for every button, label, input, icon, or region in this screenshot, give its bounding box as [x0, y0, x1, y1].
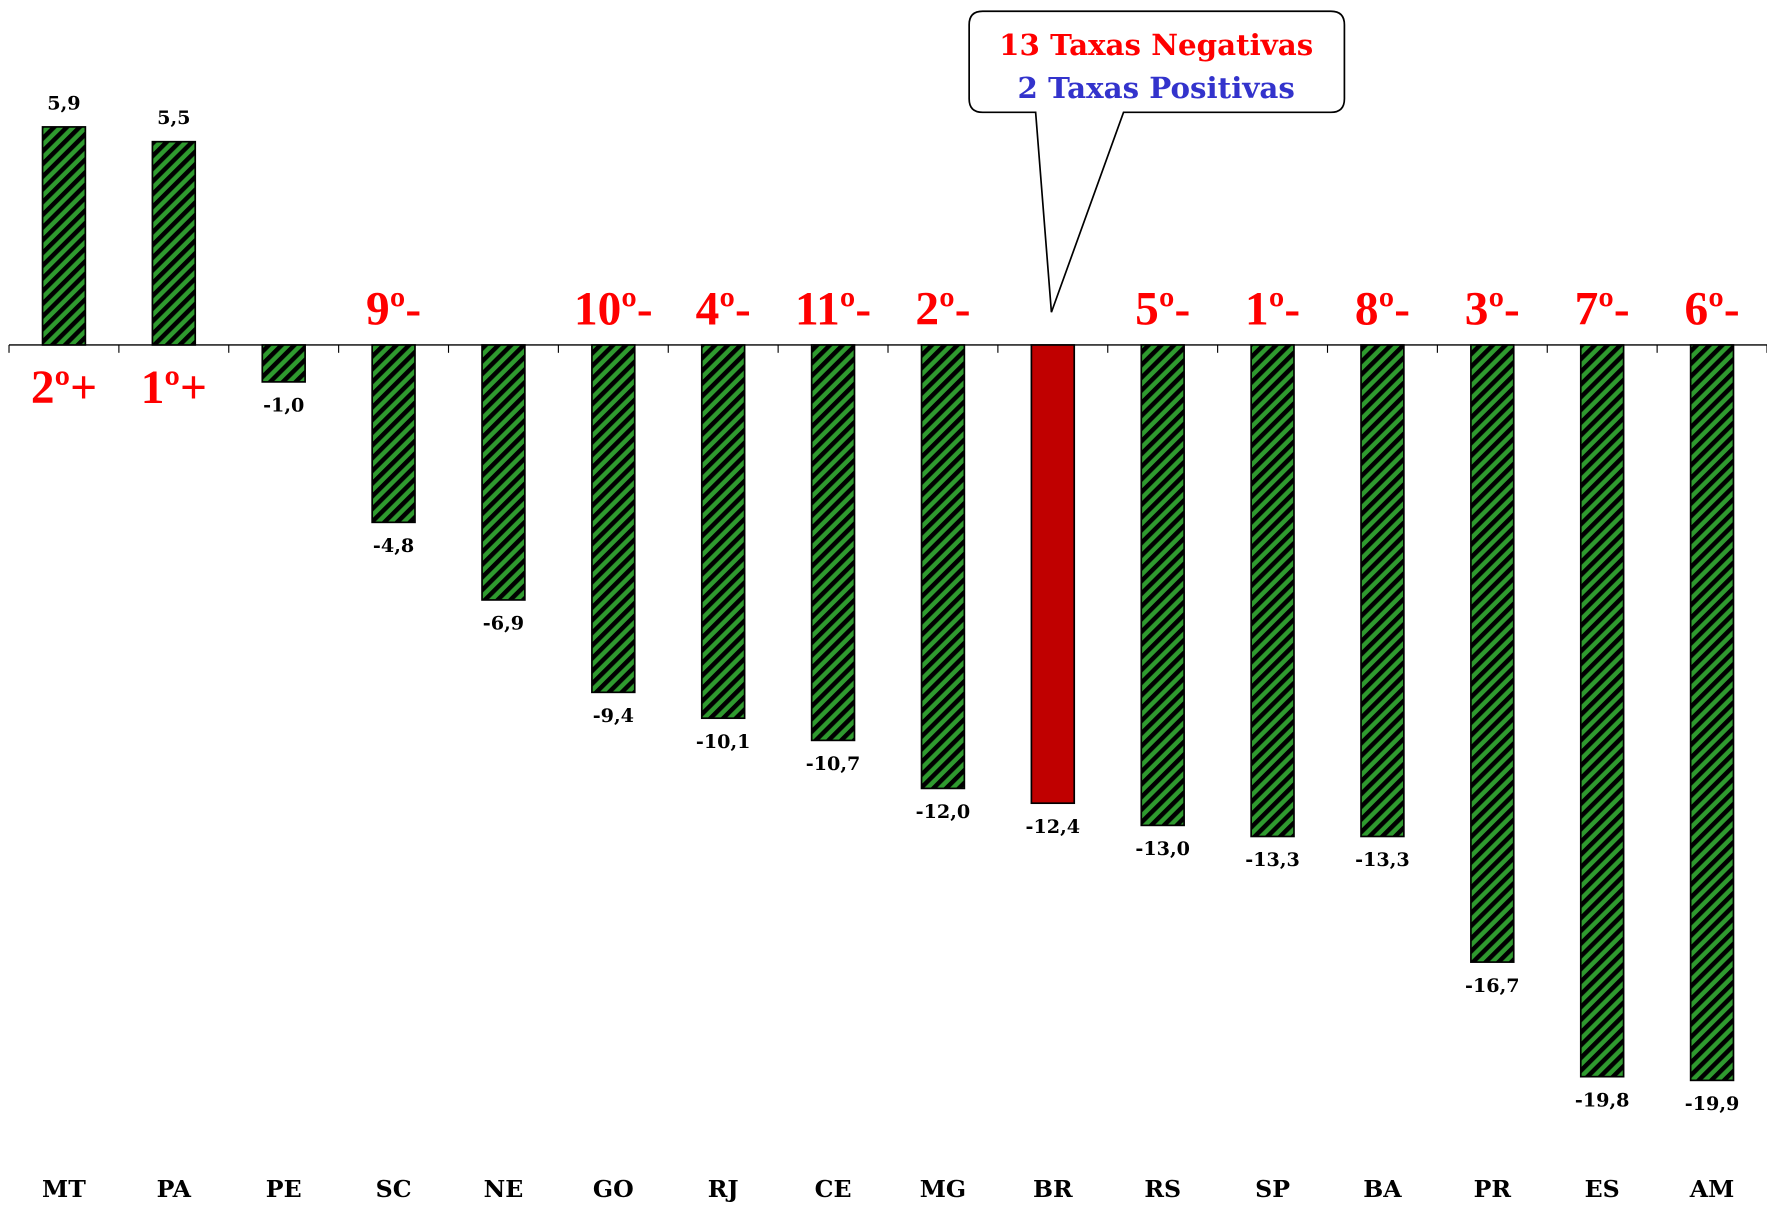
callout-text: 13 Taxas Negativas: [999, 28, 1313, 62]
x-tick-label: BA: [1363, 1175, 1402, 1203]
callout-box: [968, 10, 1346, 313]
bar: [1250, 344, 1295, 838]
x-tick-label: SP: [1255, 1175, 1290, 1203]
value-label: -6,9: [483, 612, 524, 635]
value-label: -9,4: [593, 704, 634, 727]
x-tick-label: NE: [484, 1175, 524, 1203]
value-label: -19,8: [1575, 1088, 1630, 1111]
rank-label: 9º-: [366, 283, 421, 335]
x-tick-label: ES: [1585, 1175, 1620, 1203]
value-label: -1,0: [263, 394, 304, 417]
x-tick-label: CE: [815, 1175, 852, 1203]
x-tick-label: RS: [1144, 1175, 1181, 1203]
rank-label: 10º-: [574, 283, 653, 335]
bar: [1030, 344, 1076, 805]
rank-label: 5º-: [1135, 283, 1190, 335]
bar: [1689, 344, 1735, 1082]
value-label: -4,8: [373, 534, 414, 557]
x-tick-label: PE: [266, 1175, 302, 1203]
rank-label: 1º+: [141, 362, 207, 414]
bar: [591, 344, 636, 694]
callout-text: 2 Taxas Positivas: [1018, 71, 1295, 105]
bar: [1360, 344, 1405, 838]
value-label: 5,5: [157, 106, 190, 129]
bar: [151, 140, 197, 346]
x-tick-label: PA: [157, 1175, 192, 1203]
rank-label: 7º-: [1575, 283, 1630, 335]
value-label: -19,9: [1685, 1092, 1740, 1115]
x-tick-label: MG: [920, 1175, 966, 1203]
bar: [371, 344, 416, 524]
value-label: -10,7: [806, 752, 861, 775]
x-tick-label: AM: [1689, 1175, 1735, 1203]
value-label: -12,4: [1026, 815, 1081, 838]
value-label: -12,0: [916, 800, 971, 823]
rank-label: 2º+: [31, 362, 97, 414]
x-tick-label: RJ: [708, 1175, 739, 1203]
bar: [41, 126, 87, 346]
x-tick-label: GO: [593, 1175, 634, 1203]
bar: [810, 344, 856, 742]
bar: [261, 344, 306, 383]
rank-label: 4º-: [696, 283, 751, 335]
x-tick-label: PR: [1474, 1175, 1512, 1203]
value-label: -16,7: [1465, 974, 1520, 997]
rank-label: 2º-: [915, 283, 970, 335]
value-label: -13,3: [1355, 848, 1410, 871]
value-label: -13,3: [1245, 848, 1300, 871]
rank-label: 3º-: [1465, 283, 1520, 335]
rank-label: 6º-: [1685, 283, 1740, 335]
x-tick-label: SC: [376, 1175, 412, 1203]
bar: [700, 344, 746, 720]
x-tick-label: MT: [42, 1175, 86, 1203]
rank-label: 1º-: [1245, 283, 1300, 335]
value-label: -10,1: [696, 730, 751, 753]
bar: [1140, 344, 1185, 827]
bar: [1579, 344, 1625, 1078]
rank-label: 8º-: [1355, 283, 1410, 335]
value-label: 5,9: [47, 91, 80, 114]
x-tick-label: BR: [1033, 1175, 1073, 1203]
bar: [481, 344, 526, 601]
bar: [920, 344, 966, 790]
bar: [1470, 344, 1515, 963]
value-label: -13,0: [1135, 837, 1190, 860]
rank-label: 11º-: [795, 283, 871, 335]
